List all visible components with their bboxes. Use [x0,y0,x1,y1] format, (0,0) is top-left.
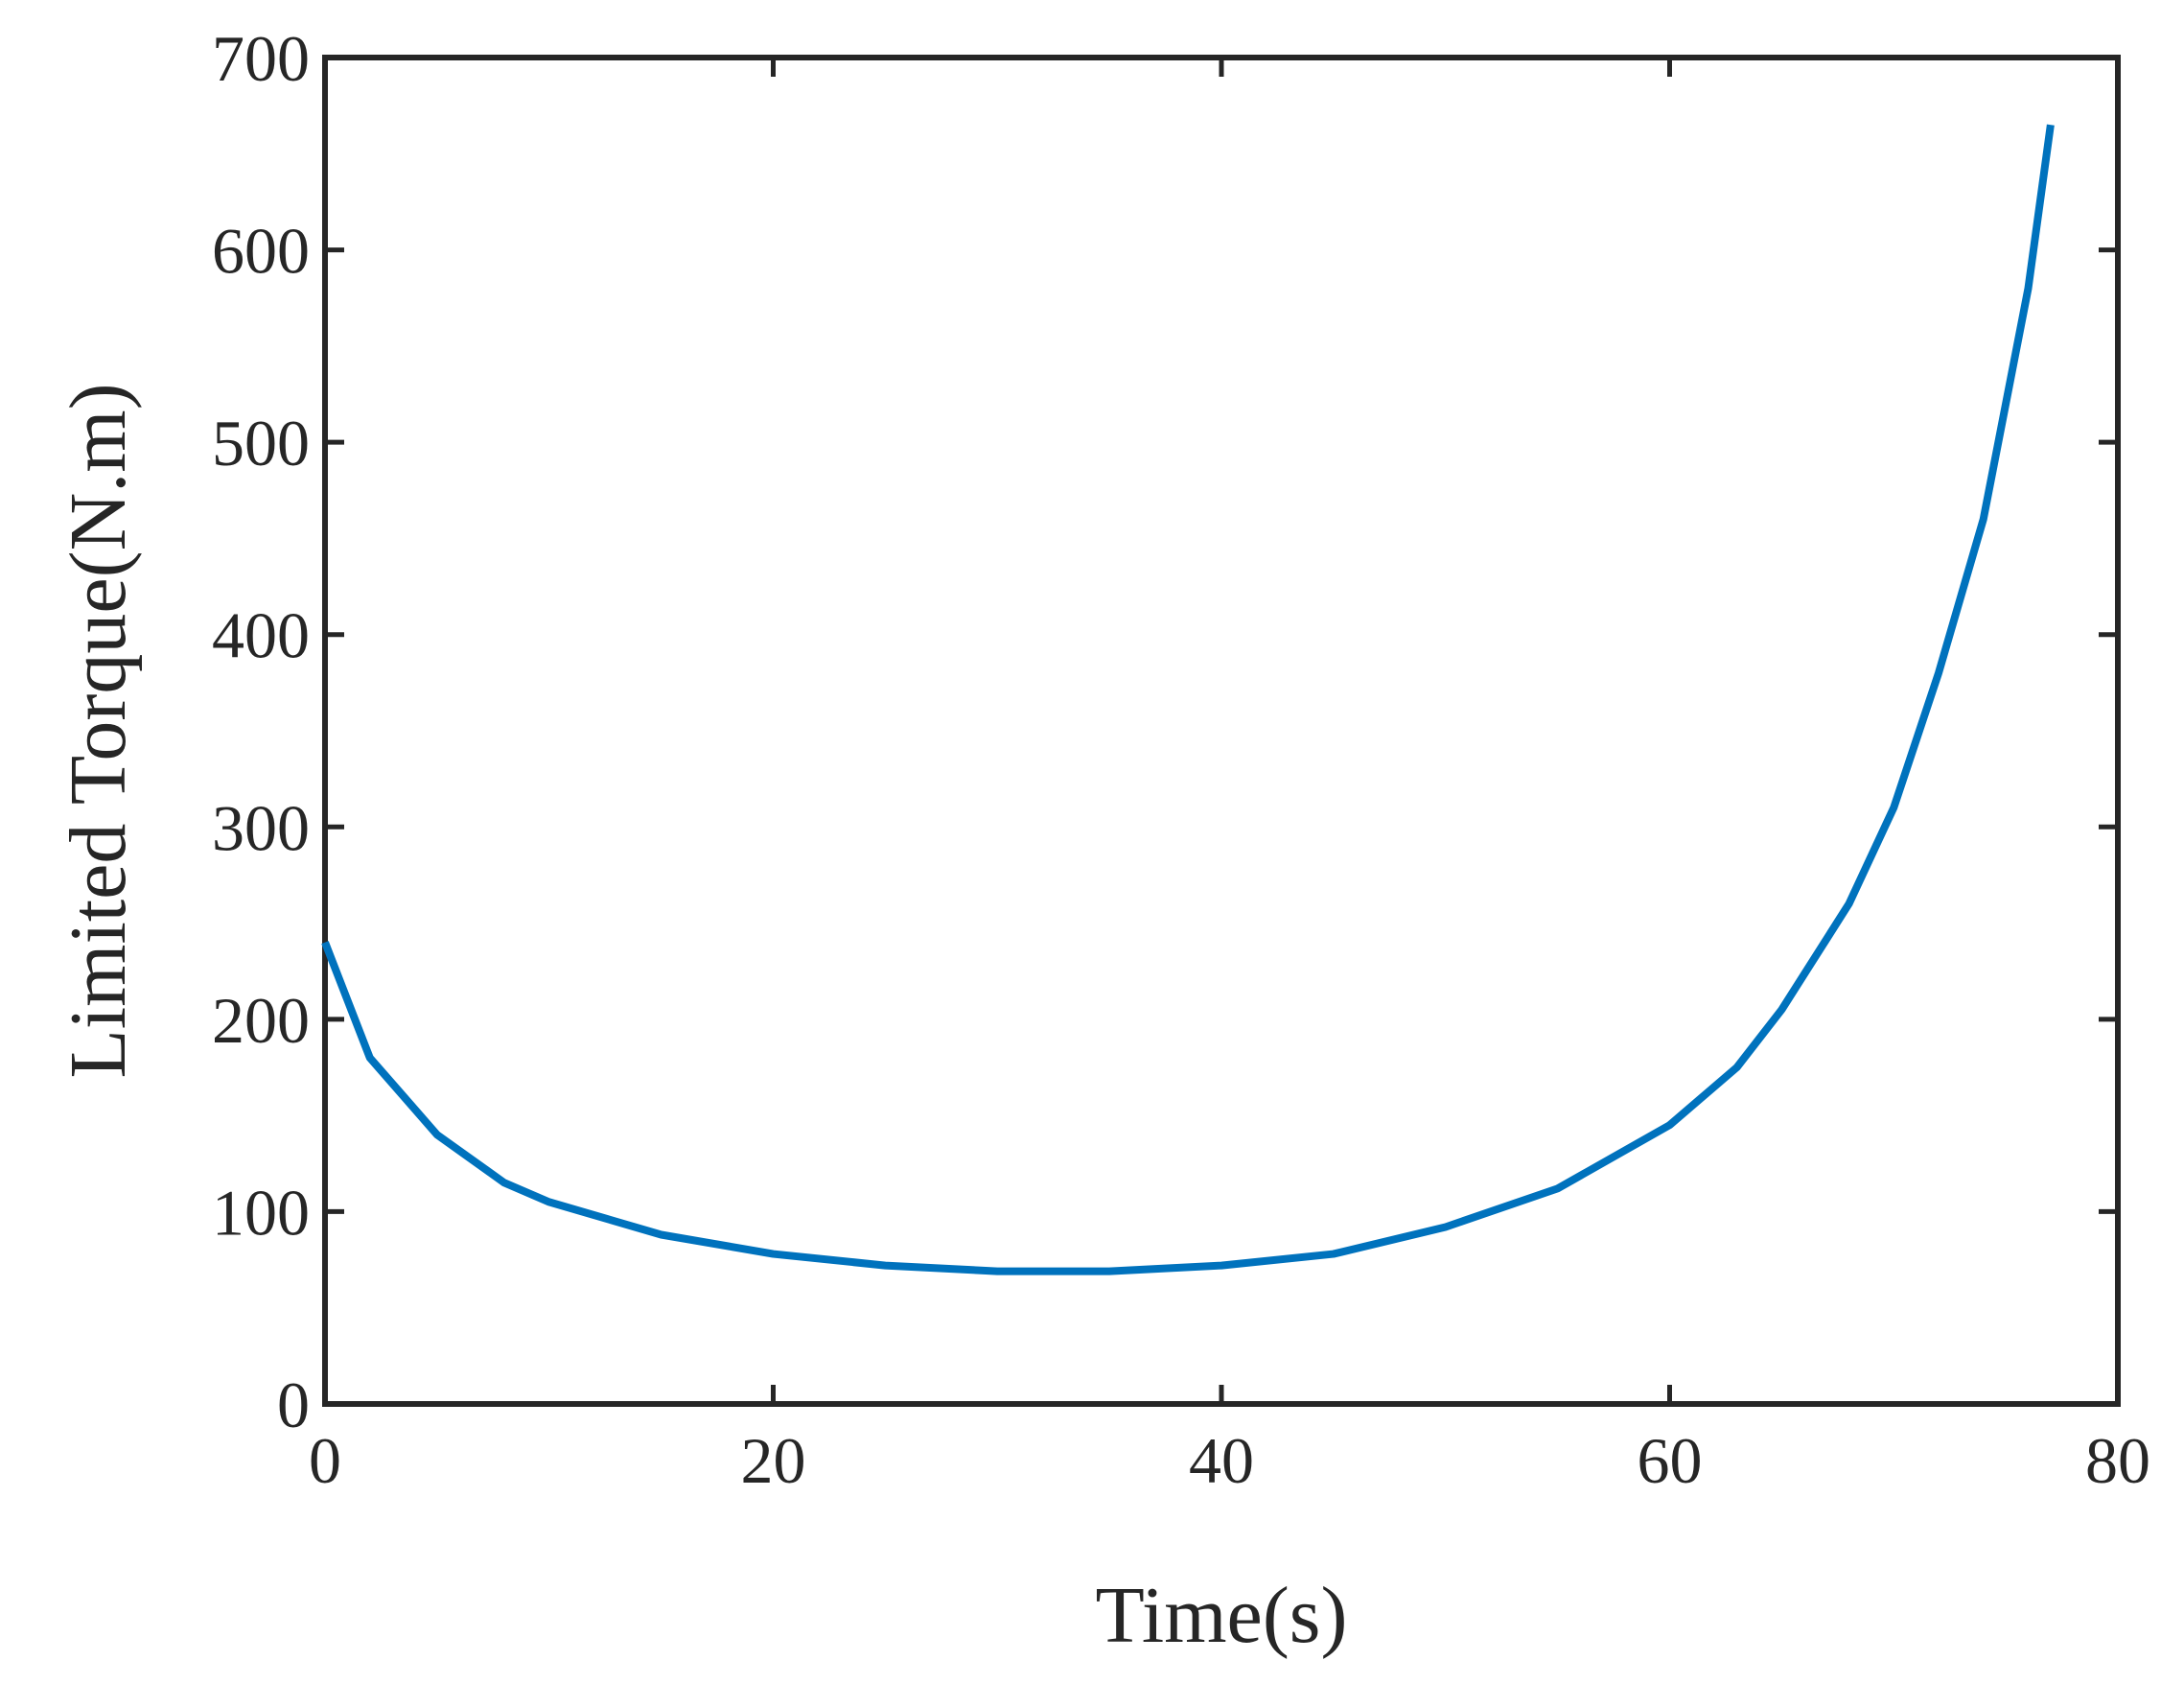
x-tick-label: 80 [2085,1424,2150,1497]
y-tick-label: 0 [277,1368,310,1441]
plot-frame [322,55,2121,1407]
x-axis-label: Time(s) [1096,1571,1348,1660]
y-tick-label: 400 [212,599,310,672]
x-tick-label: 20 [741,1424,806,1497]
y-tick-label: 500 [212,407,310,479]
y-axis-label: Limited Torque(N.m) [54,383,143,1078]
x-tick-label: 60 [1638,1424,1703,1497]
y-tick-label: 100 [212,1176,310,1249]
y-tick-label: 700 [212,22,310,95]
x-tick-label: 40 [1189,1424,1254,1497]
y-tick-label: 600 [212,215,310,288]
y-tick-label: 300 [212,791,310,864]
y-tick-label: 200 [212,984,310,1057]
x-tick-label: 0 [309,1424,341,1497]
data-line [321,124,2055,1275]
